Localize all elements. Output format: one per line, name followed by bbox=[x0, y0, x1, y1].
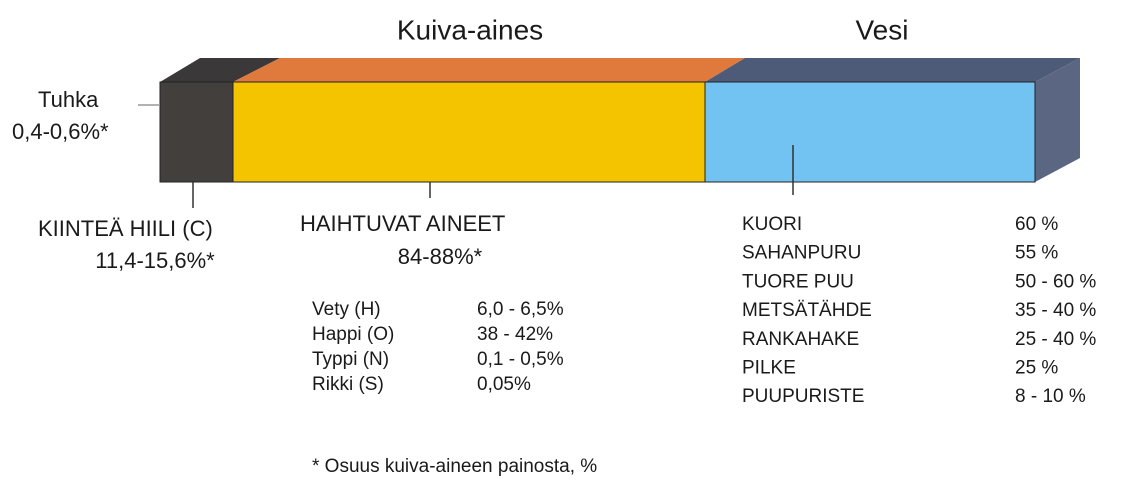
segment-carbon bbox=[159, 81, 234, 183]
footnote: * Osuus kuiva-aineen painosta, % bbox=[312, 456, 597, 477]
fuel-moisture: 25 % bbox=[1015, 358, 1058, 379]
fuel-moisture: 8 - 10 % bbox=[1015, 386, 1086, 407]
element-name: Vety (H) bbox=[312, 299, 381, 320]
top-face-volatiles bbox=[233, 58, 745, 82]
label: Tuhka bbox=[38, 87, 99, 112]
element-value: 6,0 - 6,5% bbox=[477, 299, 564, 320]
fuel-name: PILKE bbox=[742, 358, 796, 379]
element-name: Happi (O) bbox=[312, 324, 394, 345]
fuel-moisture: 55 % bbox=[1015, 243, 1058, 264]
label: KIINTEÄ HIILI (C) bbox=[38, 216, 213, 241]
fuel-moisture: 35 - 40 % bbox=[1015, 300, 1096, 321]
top-face-ash bbox=[160, 58, 280, 82]
label: HAIHTUVAT AINEET bbox=[300, 211, 505, 236]
fuel-name: SAHANPURU bbox=[742, 243, 861, 264]
fuel-name: RANKAHAKE bbox=[742, 329, 859, 350]
segment-water bbox=[704, 81, 1036, 183]
element-value: 0,1 - 0,5% bbox=[477, 349, 564, 370]
value: 84-88%* bbox=[398, 244, 483, 269]
top-face-water bbox=[705, 58, 1080, 82]
header: Vesi bbox=[856, 14, 909, 45]
element-name: Rikki (S) bbox=[312, 374, 384, 395]
header: Kuiva-aines bbox=[397, 14, 543, 45]
fuel-moisture: 50 - 60 % bbox=[1015, 271, 1096, 292]
element-value: 0,05% bbox=[477, 374, 531, 395]
fuel-name: TUORE PUU bbox=[742, 271, 854, 292]
fuel-moisture: 60 % bbox=[1015, 214, 1058, 235]
value: 11,4-15,6%* bbox=[95, 248, 215, 273]
fuel-name: KUORI bbox=[742, 214, 802, 235]
element-name: Typpi (N) bbox=[312, 349, 389, 370]
fuel-moisture: 25 - 40 % bbox=[1015, 329, 1096, 350]
element-value: 38 - 42% bbox=[477, 324, 553, 345]
segment-volatiles bbox=[232, 81, 706, 183]
side-face bbox=[1035, 58, 1080, 182]
fuel-name: PUUPURISTE bbox=[742, 386, 864, 407]
value: 0,4-0,6%* bbox=[12, 119, 109, 144]
fuel-name: METSÄTÄHDE bbox=[742, 300, 872, 321]
